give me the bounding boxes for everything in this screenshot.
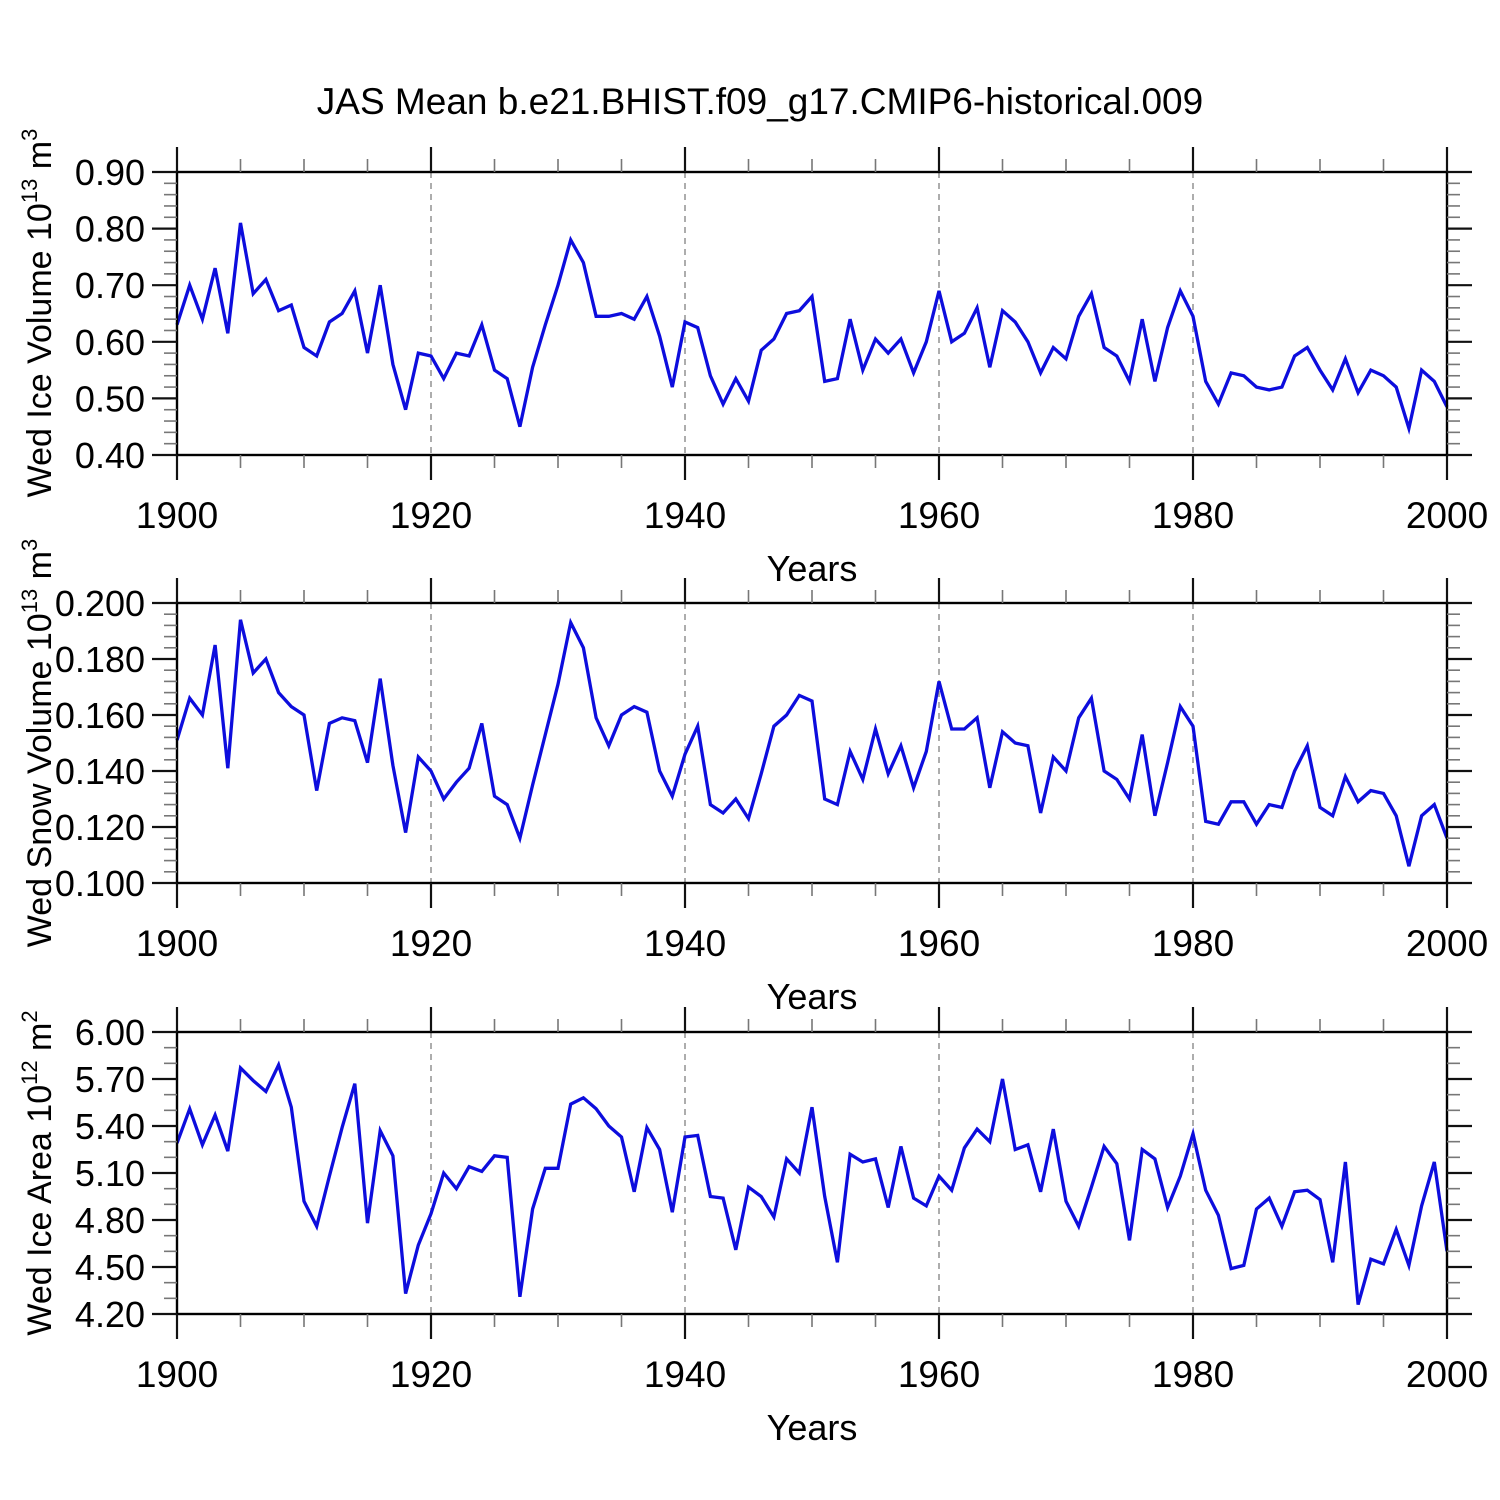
y-tick-label: 0.80 (75, 209, 145, 250)
x-tick-label: 1920 (390, 1354, 472, 1395)
subplot-1: 1900 1920 1940 1960 1980 2000 0.100 0.120 0.140 0… (55, 578, 1488, 964)
x-axis-title-top: Years (766, 548, 858, 589)
x-tick-label: 1920 (390, 923, 472, 964)
x-tick-label: 1980 (1152, 923, 1234, 964)
y-tick-label: 5.10 (75, 1153, 145, 1194)
x-tick-label: 2000 (1406, 1354, 1488, 1395)
x-tick-label: 1980 (1152, 1354, 1234, 1395)
chart-title: JAS Mean b.e21.BHIST.f09_g17.CMIP6-histo… (316, 81, 1204, 122)
y-tick-label: 0.40 (75, 435, 145, 476)
x-tick-label: 1980 (1152, 495, 1234, 536)
x-tick-label: 1900 (136, 1354, 218, 1395)
y-tick-label: 0.140 (55, 751, 145, 792)
series-line-2 (175, 1060, 1449, 1306)
x-axis-title-bottom: Years (766, 1407, 858, 1448)
x-tick-label: 1900 (136, 923, 218, 964)
axes-frame (175, 170, 1449, 457)
y-tick-label: 0.60 (75, 322, 145, 363)
x-axis-title-middle: Years (766, 976, 858, 1017)
y-tick-label: 0.160 (55, 695, 145, 736)
y-tick-label: 4.80 (75, 1200, 145, 1241)
y-tick-label: 0.90 (75, 152, 145, 193)
x-tick-label: 1940 (644, 923, 726, 964)
subplot-2: 1900 1920 1940 1960 1980 2000 4.20 4.50 4.80 5.10… (75, 1007, 1488, 1395)
axes-frame (175, 1030, 1449, 1316)
x-tick-label: 1960 (898, 1354, 980, 1395)
x-tick-label: 1960 (898, 495, 980, 536)
y-tick-label: 5.40 (75, 1106, 145, 1147)
y-tick-label: 0.70 (75, 265, 145, 306)
subplot-0: 1900 1920 1940 1960 1980 2000 0.40 0.50 0.60 0.70… (75, 147, 1488, 536)
x-tick-label: 1940 (644, 495, 726, 536)
series-line-1 (175, 617, 1449, 867)
x-tick-label: 1960 (898, 923, 980, 964)
y-tick-label: 5.70 (75, 1059, 145, 1100)
series-line-0 (175, 222, 1449, 435)
x-tick-label: 1940 (644, 1354, 726, 1395)
y-tick-label: 6.00 (75, 1012, 145, 1053)
y-tick-label: 0.50 (75, 378, 145, 419)
y-tick-label: 0.200 (55, 583, 145, 624)
axes-frame (175, 601, 1449, 885)
x-tick-label: 2000 (1406, 923, 1488, 964)
y-tick-label: 0.100 (55, 863, 145, 904)
x-tick-label: 2000 (1406, 495, 1488, 536)
x-tick-label: 1920 (390, 495, 472, 536)
y-tick-label: 0.120 (55, 807, 145, 848)
x-tick-label: 1900 (136, 495, 218, 536)
y-tick-label: 4.20 (75, 1294, 145, 1335)
y-tick-label: 0.180 (55, 639, 145, 680)
y-tick-label: 4.50 (75, 1247, 145, 1288)
